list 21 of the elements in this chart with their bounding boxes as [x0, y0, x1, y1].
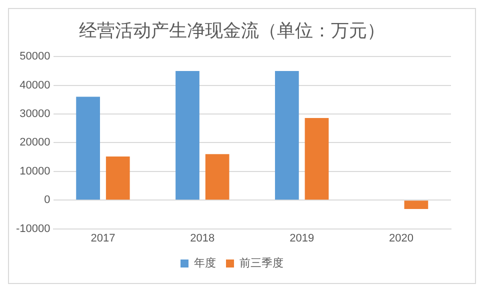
chart-title: 经营活动产生净现金流（单位：万元） — [79, 20, 385, 42]
bar — [274, 70, 299, 200]
legend-label: 年度 — [194, 256, 216, 270]
bar — [304, 118, 329, 200]
x-tick-label: 2017 — [90, 232, 116, 244]
legend-label: 前三季度 — [240, 256, 284, 270]
bar — [106, 156, 130, 200]
y-tick-label: 30000 — [20, 108, 50, 120]
y-tick-label: -10000 — [16, 222, 50, 235]
bar — [76, 96, 100, 200]
y-tick-label: 40000 — [20, 79, 50, 92]
x-tick-label: 2019 — [290, 232, 314, 244]
bar — [176, 70, 200, 200]
y-tick-label: 50000 — [20, 50, 50, 63]
bar — [404, 200, 428, 209]
x-tick-label: 2018 — [190, 232, 215, 244]
bar — [205, 154, 230, 200]
x-tick-label: 2020 — [389, 232, 414, 244]
y-tick-label: 0 — [44, 194, 50, 206]
y-tick-label: 20000 — [20, 136, 50, 149]
y-tick-label: 10000 — [20, 165, 50, 178]
